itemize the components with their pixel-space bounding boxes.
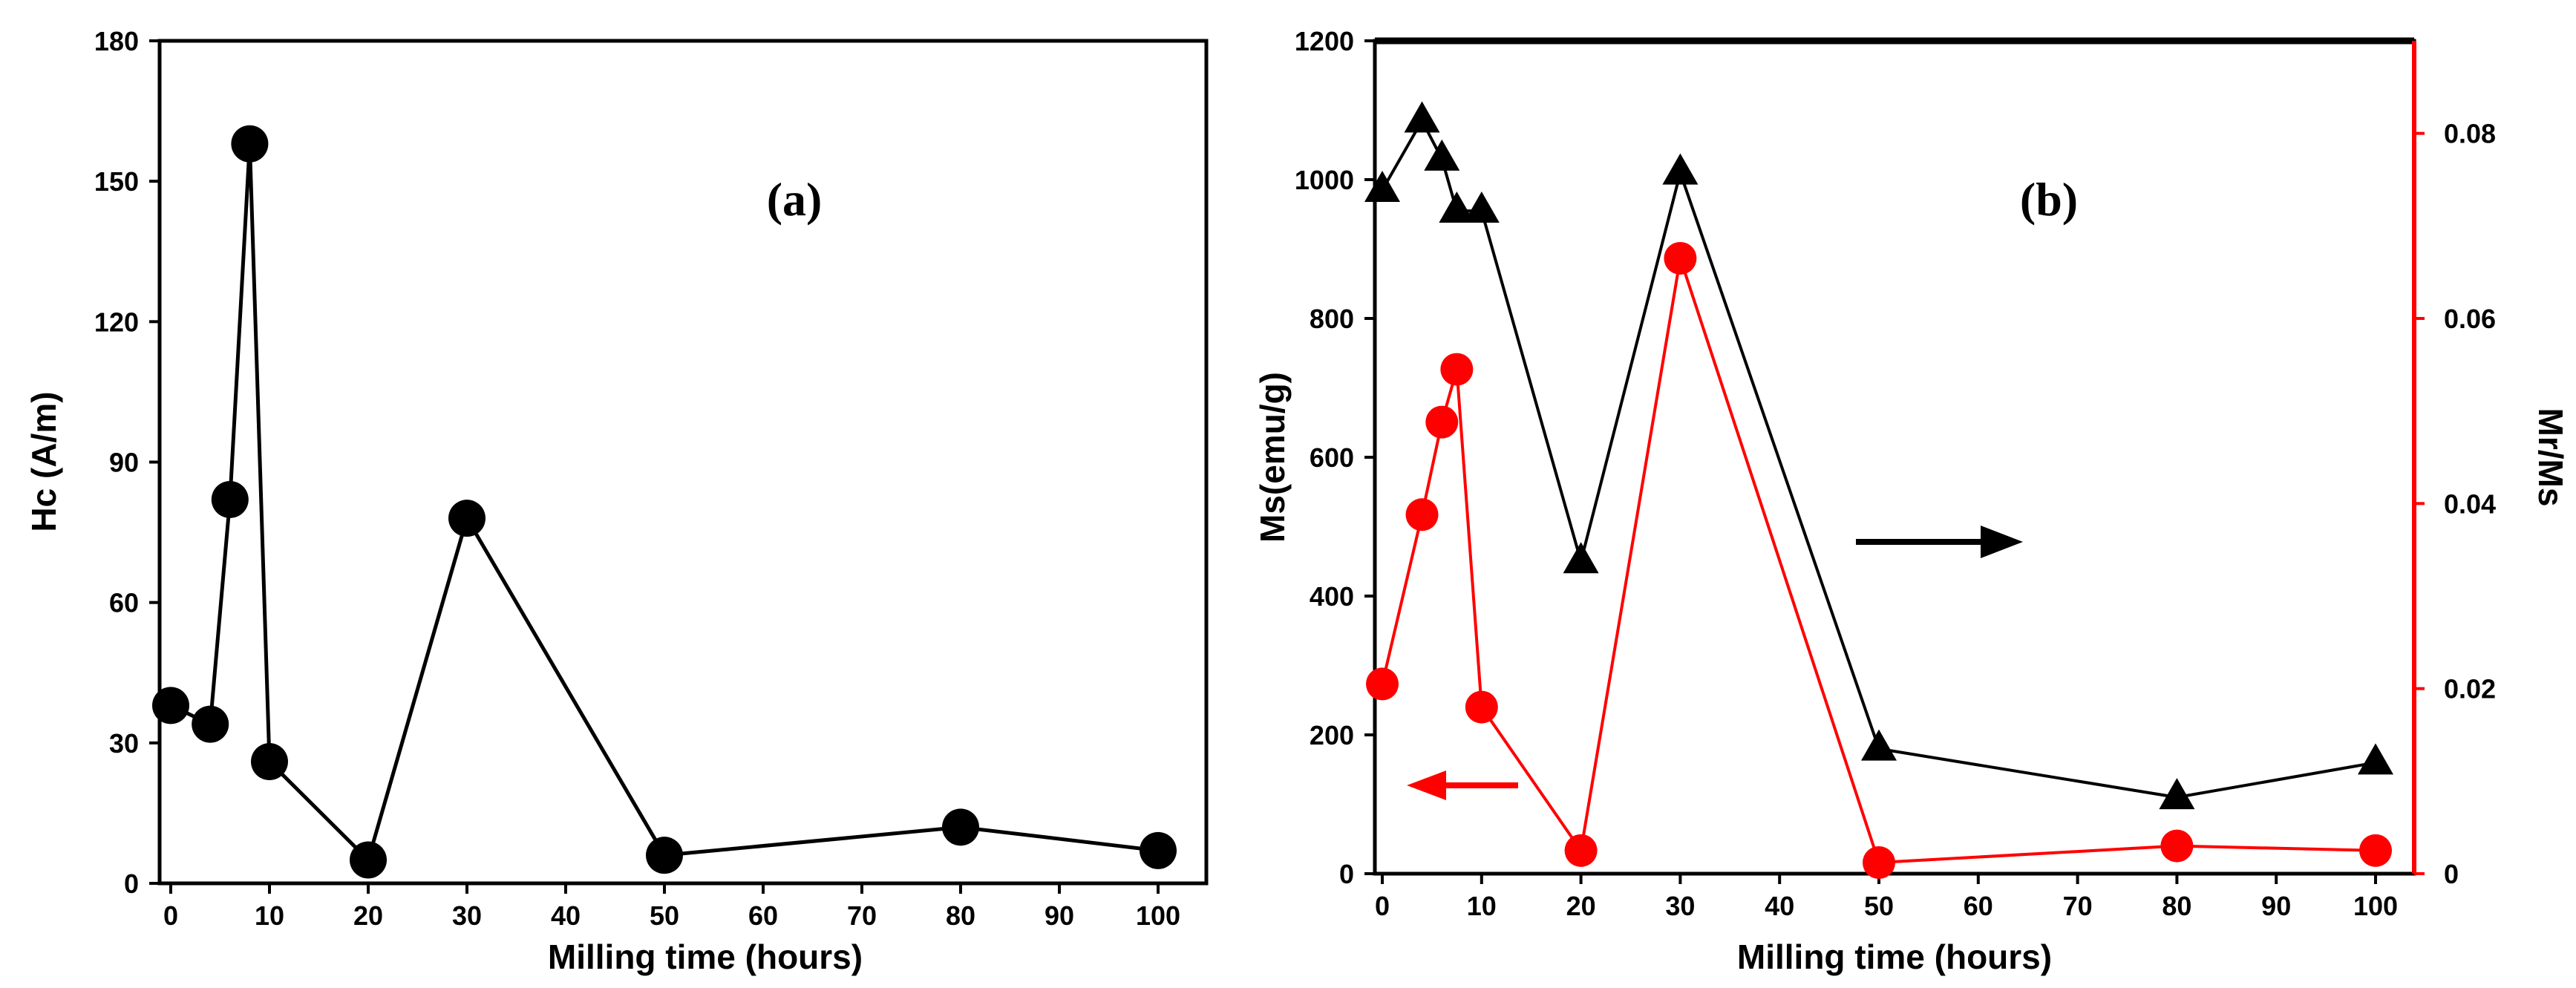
data-point-hc: [942, 808, 979, 846]
panel-b-y-ticks-left: 0 200 400 600 800 1000 1200: [1295, 26, 1375, 889]
panel-b-label: (b): [2020, 173, 2078, 226]
series-line-ms: [1381, 117, 2376, 799]
x-tick-label: 20: [1566, 891, 1596, 921]
x-tick-label: 80: [946, 900, 975, 931]
x-tick-label: 50: [650, 900, 679, 931]
data-point-mr-ms: [2359, 834, 2392, 867]
x-tick-label: 10: [1467, 891, 1497, 921]
data-point-ms: [1861, 729, 1897, 761]
data-point-ms: [1563, 542, 1599, 574]
x-tick-label: 50: [1864, 891, 1894, 921]
panel-b-series: [1364, 101, 2393, 880]
x-tick-label: 20: [353, 900, 383, 931]
y2-tick-label: 0: [2444, 859, 2459, 889]
y-tick-label: 0: [124, 868, 139, 899]
panel-b-x-ticks: 0 10 20 30 40 50 60 70 80 90 100: [1375, 874, 2398, 921]
panel-a-y-ticks: 0 30 60 90 120 150 180: [94, 26, 160, 899]
data-point-hc: [152, 687, 189, 724]
panel-a-frame: [157, 39, 1209, 886]
x-tick-label: 40: [1765, 891, 1794, 921]
y-tick-label: 120: [94, 307, 139, 337]
data-point-hc: [1140, 831, 1177, 869]
x-tick-label: 10: [255, 900, 284, 931]
data-point-hc: [350, 841, 387, 879]
data-point-hc: [192, 705, 229, 743]
panel-b-x-axis-label: Milling time (hours): [1737, 938, 2052, 976]
data-point-mr-ms: [1465, 690, 1498, 724]
data-point-mr-ms: [1425, 405, 1459, 439]
x-tick-label: 70: [847, 900, 877, 931]
y-tick-label: 1200: [1295, 26, 1354, 56]
x-tick-label: 100: [2353, 891, 2398, 921]
data-point-ms: [1404, 101, 1440, 133]
y-tick-label: 90: [109, 448, 139, 478]
panel-b-y-axis-label-left: Ms(emu/g): [1253, 372, 1292, 543]
data-point-hc: [251, 743, 288, 781]
y-tick-label: 60: [109, 588, 139, 618]
y-tick-label: 400: [1310, 581, 1354, 612]
data-point-ms: [1439, 192, 1475, 223]
y-tick-label: 1000: [1295, 165, 1354, 195]
data-point-ms: [1463, 192, 1500, 223]
panel-a-series: [152, 125, 1177, 879]
data-point-ms: [1364, 170, 1400, 202]
x-tick-label: 60: [1964, 891, 1993, 921]
y-tick-label: 0: [1339, 859, 1354, 889]
data-point-ms: [2159, 778, 2195, 810]
data-point-mr-ms: [1564, 834, 1598, 867]
x-tick-label: 30: [1665, 891, 1695, 921]
x-tick-label: 0: [163, 900, 178, 931]
data-point-ms: [2358, 743, 2393, 775]
data-point-hc: [231, 125, 269, 163]
y2-tick-label: 0.02: [2444, 674, 2496, 704]
x-tick-label: 100: [1136, 900, 1180, 931]
y-tick-label: 800: [1310, 304, 1354, 334]
data-point-hc: [646, 837, 683, 874]
data-point-ms: [1662, 153, 1699, 185]
y-tick-label: 150: [94, 166, 139, 197]
panel-b-y-ticks-right: 0 0.02 0.04 0.06 0.08: [2414, 119, 2496, 889]
series-line-mr-ms: [1381, 258, 2376, 865]
y-tick-label: 200: [1310, 720, 1354, 750]
data-point-mr-ms: [1440, 353, 1474, 386]
x-tick-label: 60: [748, 900, 778, 931]
x-tick-label: 70: [2063, 891, 2093, 921]
x-tick-label: 90: [2261, 891, 2291, 921]
x-tick-label: 40: [551, 900, 581, 931]
x-tick-label: 80: [2162, 891, 2191, 921]
data-point-hc: [448, 500, 486, 537]
data-point-mr-ms: [1405, 498, 1439, 531]
y2-tick-label: 0.06: [2444, 304, 2496, 334]
panel-a-x-axis-label: Milling time (hours): [548, 938, 863, 976]
y-tick-label: 30: [109, 728, 139, 759]
y2-tick-label: 0.08: [2444, 119, 2496, 149]
panel-a-y-axis-label: Hc (A/m): [24, 391, 63, 531]
data-point-mr-ms: [2160, 829, 2194, 863]
y-tick-label: 180: [94, 26, 139, 56]
black-right-arrow: [1856, 526, 2023, 558]
panel-b: 0 10 20 30 40 50 60 70 80 90 100 0 200 400 600 800 1000…: [1253, 26, 2570, 976]
x-tick-label: 0: [1375, 891, 1390, 921]
panel-a: 0 10 20 30 40 50 60 70 80 90 100 0306090120150180 …: [24, 26, 1209, 976]
data-point-mr-ms: [1664, 241, 1697, 275]
y2-tick-label: 0.04: [2444, 488, 2496, 519]
panel-a-label: (a): [767, 173, 823, 226]
data-point-mr-ms: [1863, 846, 1895, 880]
data-point-hc: [211, 480, 249, 518]
panel-a-x-ticks: 0 10 20 30 40 50 60 70 80 90 100: [163, 883, 1180, 931]
series-line-hc: [169, 143, 1159, 864]
red-left-arrow: [1407, 771, 1518, 800]
data-point-ms: [1424, 139, 1460, 171]
panel-b-frame: [1373, 39, 2416, 876]
y-tick-label: 600: [1310, 442, 1354, 473]
panel-b-y-axis-label-right: Mr/Ms: [2531, 408, 2570, 507]
x-tick-label: 30: [452, 900, 482, 931]
data-point-mr-ms: [1366, 667, 1399, 701]
x-tick-label: 90: [1045, 900, 1074, 931]
